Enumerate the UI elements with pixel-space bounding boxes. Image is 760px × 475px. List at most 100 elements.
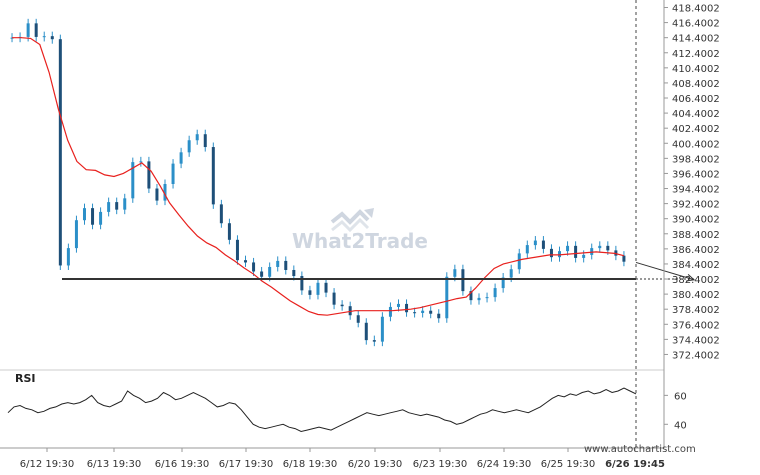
price-tick-label: 384.4002 [672, 260, 720, 271]
candle-body [219, 204, 223, 224]
candle-body [316, 282, 320, 295]
price-tick-label: 382.4002 [672, 275, 720, 286]
footer-site: www.autochartist.com [584, 444, 696, 455]
price-tick-label: 376.4002 [672, 320, 720, 331]
time-tick-label: 6/26 19:45 [605, 459, 665, 470]
price-tick-label: 402.4002 [672, 124, 720, 135]
forecast-arrow-line [635, 261, 695, 281]
watermark-text: What2Trade [292, 229, 428, 253]
price-tick-label: 418.4002 [672, 4, 720, 15]
candle-body [252, 262, 256, 272]
candle-body [348, 306, 352, 316]
price-tick-label: 396.4002 [672, 169, 720, 180]
price-tick-label: 388.4002 [672, 230, 720, 241]
candle-body [123, 198, 127, 210]
candle-body [517, 253, 521, 270]
time-tick-label: 6/25 19:30 [541, 459, 595, 470]
price-tick-label: 406.4002 [672, 94, 720, 105]
candle-body [614, 250, 618, 256]
candle-body [405, 303, 409, 313]
candle-body [171, 163, 175, 184]
price-tick-label: 392.4002 [672, 200, 720, 211]
time-tick-label: 6/16 19:30 [155, 459, 209, 470]
rsi-label: RSI [15, 372, 36, 385]
price-tick-label: 410.4002 [672, 64, 720, 75]
candle-body [582, 254, 586, 258]
candle-body [541, 240, 545, 249]
candle-body [380, 316, 384, 342]
price-tick-label: 416.4002 [672, 19, 720, 30]
price-tick-label: 374.4002 [672, 335, 720, 346]
candle-body [429, 310, 433, 314]
candle-body [469, 291, 473, 301]
time-tick-label: 6/13 19:30 [87, 459, 141, 470]
time-tick-label: 6/23 19:30 [413, 459, 467, 470]
candle-body [388, 306, 392, 317]
candle-body [413, 312, 417, 314]
price-tick-label: 378.4002 [672, 305, 720, 316]
candle-body [445, 276, 449, 319]
candle-body [187, 140, 191, 153]
candle-body [340, 304, 344, 307]
candle-body [235, 239, 239, 261]
watermark: What2Trade [292, 208, 428, 253]
candle-body [437, 313, 441, 319]
candle-body [421, 310, 425, 313]
candle-body [211, 147, 215, 205]
candle-body [42, 36, 46, 38]
candle-body [558, 251, 562, 258]
candle-body [396, 303, 400, 307]
candle-body [203, 134, 207, 148]
rsi-tick-label: 40 [674, 420, 687, 431]
candle-body [244, 260, 248, 263]
candle-body [276, 260, 280, 267]
candle-body [115, 202, 119, 210]
candle-body [453, 269, 457, 277]
candle-body [131, 162, 135, 199]
rsi-line [7, 387, 637, 433]
candle-body [284, 260, 288, 270]
time-tick-label: 6/17 19:30 [219, 459, 273, 470]
candle-body [356, 315, 360, 323]
candle-body [461, 269, 465, 292]
price-tick-label: 412.4002 [672, 49, 720, 60]
price-tick-label: 390.4002 [672, 215, 720, 226]
time-tick-label: 6/18 19:30 [283, 459, 337, 470]
watermark-logo-icon [330, 208, 374, 233]
rsi-tick-label: 60 [674, 391, 687, 402]
candle-body [372, 340, 376, 342]
candle-body [332, 292, 336, 305]
candle-body [292, 269, 296, 277]
candle-body [574, 245, 578, 258]
candle-body [477, 297, 481, 301]
candle-body [622, 255, 626, 262]
candle-body [324, 282, 328, 293]
candle-body [26, 23, 30, 37]
price-tick-label: 372.4002 [672, 350, 720, 361]
candle-body [598, 245, 602, 249]
candle-body [163, 184, 167, 201]
price-axis: 418.4002 416.4002 414.4002 412.4002 410.4002… [663, 0, 720, 448]
candle-body [533, 240, 537, 246]
candle-body [493, 288, 497, 298]
candle-body [107, 202, 111, 212]
candle-body [509, 269, 513, 278]
candle-body [549, 248, 553, 258]
candle-body [364, 322, 368, 341]
candle-body [34, 23, 38, 37]
time-tick-label: 6/24 19:30 [477, 459, 531, 470]
price-tick-label: 404.4002 [672, 109, 720, 120]
moving-average-line [12, 37, 625, 316]
candle-body [82, 208, 86, 221]
candle-body [501, 277, 505, 289]
candle-body [300, 276, 304, 291]
candle-body [155, 188, 159, 201]
candle-body [227, 223, 231, 240]
time-tick-label: 6/12 19:30 [20, 459, 74, 470]
price-tick-label: 398.4002 [672, 154, 720, 165]
candle-body [139, 161, 143, 163]
candle-body [268, 266, 272, 277]
candle-body [50, 36, 54, 40]
candle-body [525, 245, 529, 254]
